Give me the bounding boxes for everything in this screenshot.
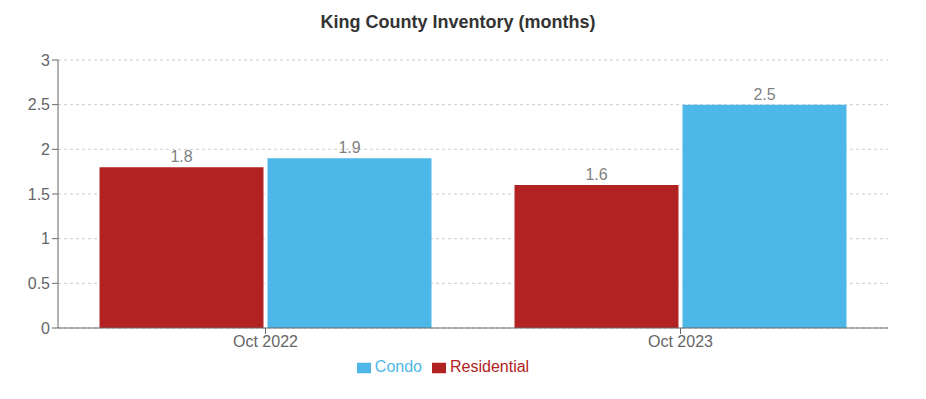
svg-text:0: 0: [41, 320, 50, 337]
html-text:Residential: Residential: [450, 358, 530, 375]
html-text:Condo: Condo: [374, 358, 422, 375]
svg-text:3: 3: [41, 52, 50, 69]
svg-text:0.5: 0.5: [28, 275, 50, 292]
svg-text:2: 2: [41, 141, 50, 158]
svg-text:Oct 2023: Oct 2023: [648, 333, 713, 350]
svg-text:1.5: 1.5: [28, 186, 50, 203]
svg-text:1.6: 1.6: [585, 166, 607, 183]
svg-text:2.5: 2.5: [753, 86, 775, 103]
svg-text:1: 1: [41, 230, 50, 247]
svg-text:1.9: 1.9: [338, 139, 360, 156]
svg-text:1.8: 1.8: [170, 148, 192, 165]
html-text:King County Inventory (months): King County Inventory (months): [320, 12, 596, 32]
svg-text:Oct 2022: Oct 2022: [233, 333, 298, 350]
svg-text:2.5: 2.5: [28, 96, 50, 113]
